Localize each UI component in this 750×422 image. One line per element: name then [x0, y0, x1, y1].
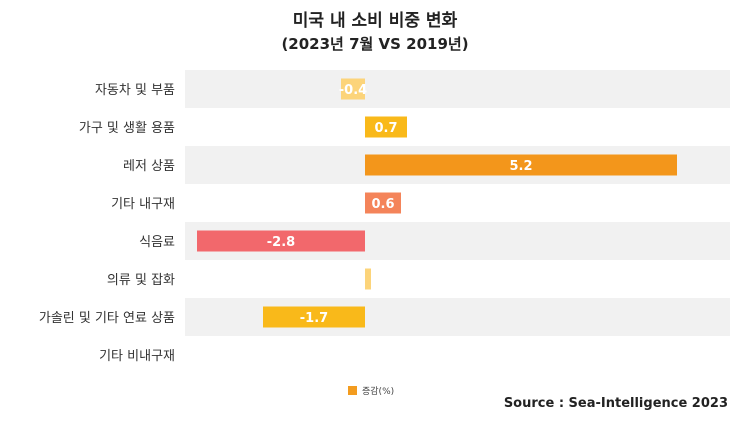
- category-label: 자동차 및 부품: [95, 83, 175, 98]
- bar: [365, 268, 371, 290]
- bar: [197, 230, 365, 252]
- data-label: -2.8: [267, 235, 295, 250]
- data-label: -1.7: [300, 311, 328, 326]
- category-label: 가구 및 생활 용품: [79, 121, 175, 136]
- chart-title: 미국 내 소비 비중 변화: [292, 11, 458, 31]
- data-label: -0.4: [339, 83, 367, 98]
- data-label: 0.7: [374, 121, 397, 136]
- data-label: 0.6: [371, 197, 394, 212]
- chart-subtitle: (2023년 7월 VS 2019년): [281, 35, 469, 53]
- data-label: 5.2: [509, 159, 532, 174]
- bar: [341, 78, 365, 100]
- row-band: [185, 70, 730, 108]
- bar: [365, 116, 407, 138]
- category-label: 레저 상품: [123, 159, 175, 174]
- bar: [263, 306, 365, 328]
- legend: 증감(%): [348, 384, 394, 397]
- bar: [365, 192, 401, 214]
- category-label: 기타 비내구재: [99, 349, 175, 364]
- category-label: 식음료: [139, 235, 175, 250]
- category-label: 가솔린 및 기타 연료 상품: [39, 311, 175, 326]
- legend-label: 증감(%): [362, 387, 395, 397]
- category-label: 기타 내구재: [111, 197, 175, 212]
- legend-swatch: [348, 386, 357, 395]
- bar: [365, 154, 677, 176]
- source-note: Source : Sea-Intelligence 2023: [503, 396, 728, 411]
- category-label: 의류 및 잡화: [107, 273, 175, 288]
